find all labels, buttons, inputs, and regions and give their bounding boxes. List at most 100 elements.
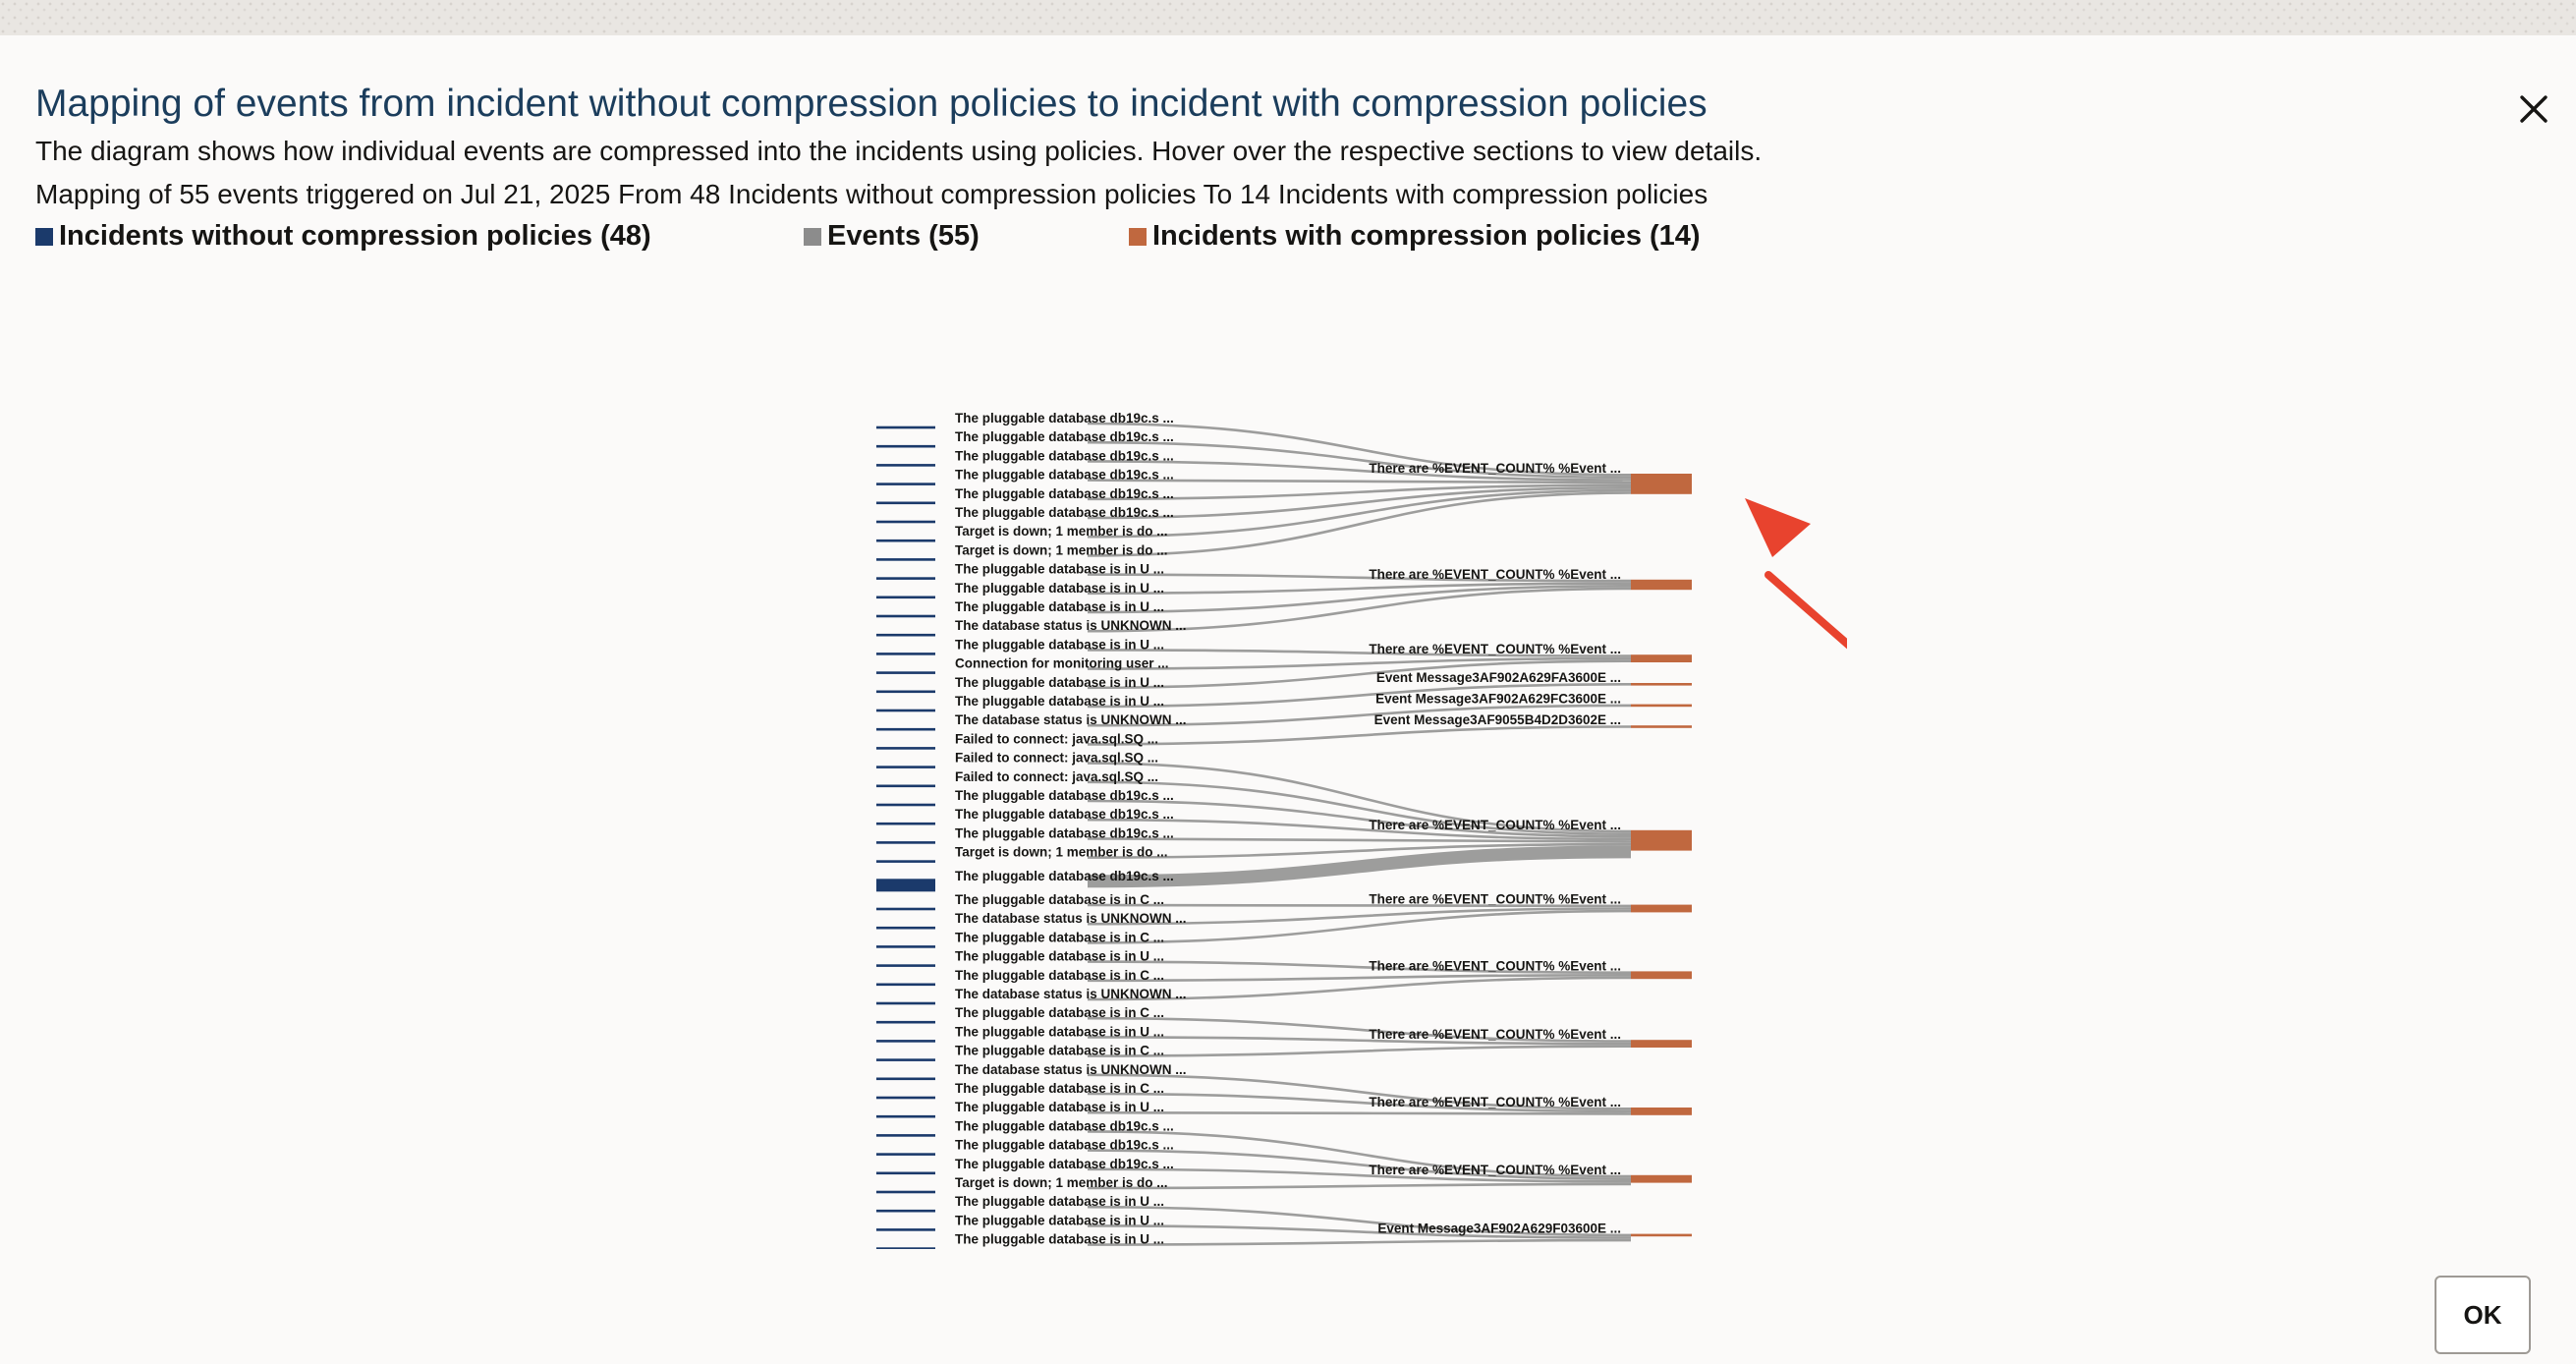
source-incident-bar[interactable] — [876, 841, 935, 844]
target-incident-bar[interactable] — [1631, 725, 1692, 728]
source-incident-bar[interactable] — [876, 558, 935, 561]
target-incident-bar[interactable] — [1631, 654, 1692, 662]
sankey-link[interactable] — [1087, 1036, 1632, 1046]
sankey-link[interactable] — [1087, 1016, 1632, 1043]
sankey-link[interactable] — [1087, 422, 1632, 477]
sankey-link[interactable] — [1087, 780, 1632, 835]
sankey-link[interactable] — [1087, 1110, 1632, 1115]
sankey-link[interactable] — [1087, 845, 1632, 888]
sankey-link[interactable] — [1087, 659, 1632, 690]
sankey-link[interactable] — [1087, 1130, 1632, 1178]
source-incident-bar[interactable] — [876, 803, 935, 807]
sankey-link[interactable] — [1087, 1092, 1632, 1113]
source-incident-bar[interactable] — [876, 653, 935, 655]
source-incident-bar[interactable] — [876, 983, 935, 987]
source-incident-bar[interactable] — [876, 709, 935, 712]
source-incident-bar[interactable] — [876, 690, 935, 694]
source-incident-bar[interactable] — [876, 464, 935, 467]
source-incident-bar[interactable] — [876, 426, 935, 429]
sankey-link[interactable] — [1087, 903, 1632, 908]
source-incident-bar[interactable] — [876, 945, 935, 948]
source-incident-bar[interactable] — [876, 596, 935, 599]
sankey-link[interactable] — [1087, 762, 1632, 833]
sankey-link[interactable] — [1087, 582, 1632, 596]
source-incident-bar[interactable] — [876, 727, 935, 731]
source-incident-bar[interactable] — [876, 1153, 935, 1156]
source-incident-bar[interactable] — [876, 766, 935, 768]
sankey-link[interactable] — [1087, 960, 1632, 974]
source-incident-bar[interactable] — [876, 784, 935, 788]
sankey-link[interactable] — [1087, 1238, 1632, 1246]
source-incident-bar[interactable] — [876, 964, 935, 967]
source-incident-bar[interactable] — [876, 614, 935, 618]
source-incident-bar[interactable] — [876, 1134, 935, 1137]
sankey-link[interactable] — [1087, 1167, 1632, 1183]
source-incident-bar[interactable] — [876, 444, 935, 448]
source-incident-bar[interactable] — [876, 926, 935, 930]
source-incident-bar[interactable] — [876, 860, 935, 863]
sankey-link[interactable] — [1087, 483, 1632, 501]
target-incident-bar[interactable] — [1631, 904, 1692, 913]
sankey-link[interactable] — [1087, 1224, 1632, 1239]
sankey-link[interactable] — [1087, 909, 1632, 944]
source-incident-bar[interactable] — [876, 1114, 935, 1118]
sankey-link[interactable] — [1087, 799, 1632, 838]
sankey-link[interactable] — [1087, 1182, 1632, 1190]
source-incident-bar[interactable] — [876, 633, 935, 637]
source-incident-bar[interactable] — [876, 1001, 935, 1005]
sankey-link[interactable] — [1087, 974, 1632, 983]
sankey-link[interactable] — [1087, 486, 1632, 520]
source-incident-bar[interactable] — [876, 1077, 935, 1081]
sankey-link[interactable] — [1087, 479, 1632, 484]
sankey-link[interactable] — [1087, 818, 1632, 841]
sankey-link[interactable] — [1087, 491, 1632, 557]
target-incident-bar[interactable] — [1631, 971, 1692, 980]
sankey-link[interactable] — [1087, 587, 1632, 633]
target-incident-bar[interactable] — [1631, 1174, 1692, 1183]
source-incident-bar[interactable] — [876, 822, 935, 825]
target-incident-bar[interactable] — [1631, 474, 1692, 494]
sankey-link[interactable] — [1087, 1149, 1632, 1180]
sankey-link[interactable] — [1087, 573, 1632, 583]
sankey-link[interactable] — [1087, 1045, 1632, 1057]
target-incident-bar[interactable] — [1631, 683, 1692, 686]
sankey-link[interactable] — [1087, 683, 1632, 709]
sankey-link[interactable] — [1087, 585, 1632, 614]
source-incident-bar[interactable] — [876, 501, 935, 505]
source-incident-bar[interactable] — [876, 907, 935, 911]
sankey-link[interactable] — [1087, 976, 1632, 1001]
source-incident-bar[interactable] — [876, 483, 935, 485]
source-incident-bar[interactable] — [876, 1171, 935, 1175]
sankey-link[interactable] — [1087, 460, 1632, 482]
source-incident-bar[interactable] — [876, 1247, 935, 1249]
source-incident-bar[interactable] — [876, 1190, 935, 1194]
sankey-link[interactable] — [1087, 725, 1632, 746]
source-incident-bar[interactable] — [876, 539, 935, 542]
source-incident-bar[interactable] — [876, 747, 935, 750]
sankey-link[interactable] — [1087, 907, 1632, 926]
source-incident-bar[interactable] — [876, 1096, 935, 1100]
source-incident-bar[interactable] — [876, 520, 935, 524]
source-incident-bar[interactable] — [876, 1040, 935, 1043]
source-incident-bar[interactable] — [876, 1209, 935, 1213]
sankey-link[interactable] — [1087, 440, 1632, 480]
source-incident-bar[interactable] — [876, 1058, 935, 1061]
target-incident-bar[interactable] — [1631, 1233, 1692, 1237]
sankey-link[interactable] — [1087, 1205, 1632, 1237]
source-incident-bar[interactable] — [876, 1228, 935, 1231]
sankey-link[interactable] — [1087, 656, 1632, 670]
sankey-link[interactable] — [1087, 837, 1632, 843]
source-incident-bar[interactable] — [876, 577, 935, 580]
sankey-link[interactable] — [1087, 488, 1632, 539]
sankey-link[interactable] — [1087, 1073, 1632, 1110]
ok-button[interactable]: OK — [2435, 1276, 2531, 1354]
sankey-link[interactable] — [1087, 649, 1632, 657]
target-incident-bar[interactable] — [1631, 1108, 1692, 1115]
source-incident-bar[interactable] — [876, 1020, 935, 1024]
target-incident-bar[interactable] — [1631, 579, 1692, 591]
close-button[interactable] — [2513, 88, 2554, 130]
source-incident-bar[interactable] — [876, 879, 935, 892]
target-incident-bar[interactable] — [1631, 1040, 1692, 1048]
target-incident-bar[interactable] — [1631, 829, 1692, 851]
target-incident-bar[interactable] — [1631, 704, 1692, 708]
